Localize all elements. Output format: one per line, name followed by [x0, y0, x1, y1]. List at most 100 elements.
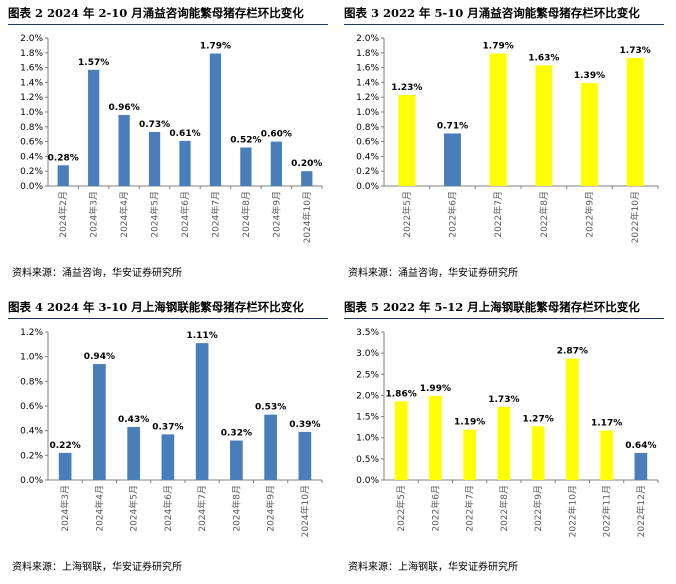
source-note: 资料来源：上海钢联，华安证券研究所: [12, 562, 182, 573]
bar: [489, 53, 507, 186]
data-label: 0.53%: [255, 403, 286, 413]
data-label: 1.73%: [620, 46, 651, 56]
data-label: 1.79%: [200, 42, 231, 52]
x-tick-label: 2024年3月: [88, 191, 100, 238]
x-tick-label: 2024年6月: [179, 191, 191, 238]
y-tick-label: 0.0%: [20, 476, 43, 486]
x-tick-label: 2022年6月: [447, 191, 459, 238]
y-tick-label: 0.4%: [20, 152, 43, 162]
data-label: 0.22%: [50, 441, 81, 451]
bar: [394, 401, 408, 480]
data-label: 1.57%: [78, 58, 109, 68]
x-tick-label: 2024年2月: [57, 191, 69, 238]
y-tick-label: 0.4%: [20, 427, 43, 437]
y-tick-label: 1.6%: [356, 64, 379, 74]
x-tick-label: 2022年5月: [401, 191, 413, 238]
y-tick-label: 1.0%: [356, 434, 379, 444]
bar: [566, 358, 579, 480]
x-tick-label: 2024年3月: [59, 485, 71, 532]
bar-chart: 0.0% 0.2% 0.4% 0.6% 0.8% 1.0% 1.2% 1.4% 1.6% 1.8%…: [356, 34, 659, 243]
chart-panel-3: 图表 4 2024 年 3-10 月上海钢联能繁母猪存栏环比变化 0.0% 0.2…: [8, 296, 332, 584]
bar: [93, 364, 106, 480]
bar: [398, 94, 416, 186]
x-tick-label: 2022年12月: [635, 485, 647, 537]
data-label: 1.73%: [488, 395, 519, 405]
data-label: 1.99%: [420, 384, 451, 394]
data-label: 0.71%: [437, 121, 468, 131]
x-tick-label: 2024年5月: [149, 191, 161, 238]
figure-title: 图表 2 2024 年 2-10 月涌益咨询能繁母猪存栏环比变化: [8, 2, 328, 25]
data-label: 1.63%: [528, 53, 559, 63]
bar: [127, 426, 140, 480]
x-tick-label: 2024年7月: [196, 485, 208, 532]
data-label: 1.23%: [391, 83, 422, 93]
x-tick-label: 2022年8月: [498, 485, 510, 532]
bar: [57, 165, 69, 186]
y-tick-label: 0.0%: [356, 182, 379, 192]
y-tick-label: 0.6%: [20, 402, 43, 412]
bar: [634, 452, 648, 480]
x-tick-label: 2024年6月: [162, 485, 174, 532]
data-label: 1.19%: [454, 418, 485, 428]
y-tick-label: 1.4%: [356, 78, 379, 88]
x-tick-label: 2024年10月: [299, 485, 311, 537]
data-label: 0.52%: [230, 136, 261, 146]
bar: [161, 434, 175, 480]
data-label: 2.87%: [557, 347, 588, 357]
bar: [444, 133, 461, 186]
x-tick-label: 2022年5月: [395, 485, 407, 532]
data-label: 0.96%: [108, 103, 139, 113]
bar: [581, 83, 598, 186]
bar: [497, 406, 511, 480]
bar-chart: 0.0% 0.2% 0.4% 0.6% 0.8% 1.0% 1.2% 1.4% 1.6% 1.8%…: [20, 34, 323, 243]
x-tick-label: 2022年11月: [601, 485, 613, 537]
bar: [270, 141, 282, 186]
y-tick-label: 0.2%: [356, 167, 379, 177]
x-tick-label: 2024年4月: [93, 485, 105, 532]
data-label: 0.43%: [118, 415, 149, 425]
data-label: 0.39%: [289, 420, 320, 430]
data-label: 0.94%: [84, 352, 115, 362]
figure-title: 图表 3 2022 年 5-10 月涌益咨询能繁母猪存栏环比变化: [344, 2, 664, 25]
chart-panel-1: 图表 2 2024 年 2-10 月涌益咨询能繁母猪存栏环比变化 0.0% 0.2…: [8, 2, 332, 290]
data-label: 0.20%: [291, 159, 322, 169]
data-label: 1.17%: [591, 419, 622, 429]
source-note: 资料来源：上海钢联，华安证券研究所: [348, 562, 518, 573]
chart-panel-4: 图表 5 2022 年 5-12 月上海钢联能繁母猪存栏环比变化 0.0% 0.5…: [344, 296, 668, 584]
y-tick-label: 0.6%: [356, 138, 379, 148]
bar: [209, 53, 222, 186]
x-tick-label: 2024年7月: [209, 191, 221, 238]
x-tick-label: 2022年7月: [464, 485, 476, 532]
y-tick-label: 1.0%: [20, 108, 43, 118]
y-tick-label: 3.5%: [356, 328, 379, 338]
bar: [148, 131, 161, 186]
data-label: 0.60%: [261, 130, 292, 140]
x-tick-label: 2024年8月: [230, 485, 242, 532]
y-tick-label: 0.8%: [356, 123, 379, 133]
bar: [600, 430, 613, 480]
source-note: 资料来源：涌益咨询，华安证券研究所: [348, 268, 518, 279]
bar-chart: 0.0% 0.5% 1.0% 1.5% 2.0% 2.5% 3.0% 3.5% 1.86% 202…: [356, 328, 659, 537]
x-tick-label: 2024年5月: [128, 485, 140, 532]
data-label: 0.64%: [625, 441, 656, 451]
data-label: 0.32%: [221, 429, 252, 439]
x-tick-label: 2022年9月: [532, 485, 544, 532]
x-tick-label: 2022年10月: [566, 485, 578, 537]
figure-title: 图表 4 2024 年 3-10 月上海钢联能繁母猪存栏环比变化: [8, 296, 328, 319]
source-note: 资料来源：涌益咨询，华安证券研究所: [12, 268, 182, 279]
bar: [264, 414, 277, 480]
x-tick-label: 2024年4月: [118, 191, 130, 238]
x-tick-label: 2022年6月: [429, 485, 441, 532]
bar: [626, 57, 644, 187]
x-tick-label: 2022年7月: [492, 191, 504, 238]
bar: [301, 171, 313, 186]
bar: [463, 429, 476, 480]
y-tick-label: 1.6%: [20, 64, 43, 74]
data-label: 0.61%: [169, 129, 200, 139]
y-tick-label: 1.2%: [356, 93, 379, 103]
y-tick-label: 0.2%: [20, 167, 43, 177]
y-tick-label: 1.0%: [20, 353, 43, 363]
x-tick-label: 2022年10月: [629, 191, 641, 243]
x-tick-label: 2024年10月: [301, 191, 313, 243]
y-tick-label: 1.4%: [20, 78, 43, 88]
